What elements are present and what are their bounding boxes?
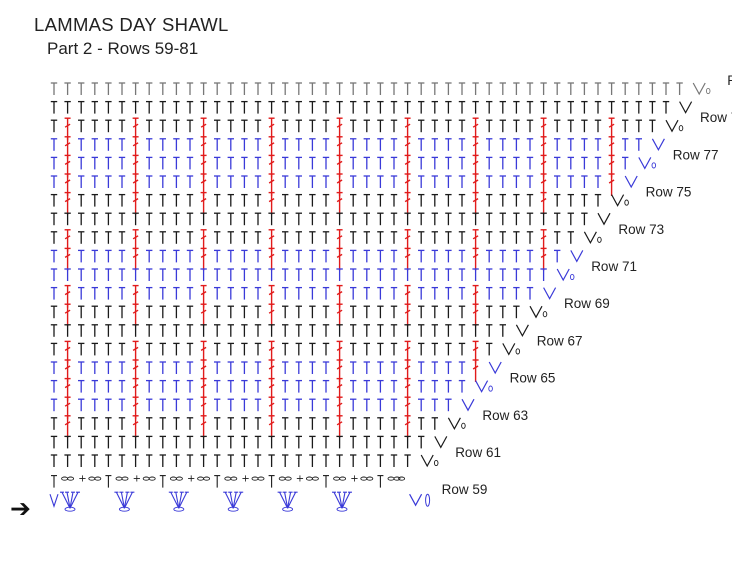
svg-text:+: + <box>78 474 86 485</box>
row-label: Row 59 <box>442 482 488 497</box>
stitch-row <box>50 154 657 178</box>
row-label: Row 77 <box>673 147 719 162</box>
row-label: Row 61 <box>455 445 501 460</box>
row-label: Row 69 <box>564 296 610 311</box>
row-label: Row 73 <box>618 222 664 237</box>
stitch-row <box>50 324 529 338</box>
stitch-row <box>50 284 557 308</box>
stitch-row <box>49 491 431 512</box>
stitch-row <box>50 173 638 196</box>
stitch-row <box>50 435 448 449</box>
stitch-row <box>50 136 665 159</box>
stitch-row <box>50 82 711 96</box>
chart-title: LAMMAS DAY SHAWL <box>34 14 229 35</box>
row-label: Row 63 <box>482 408 528 423</box>
svg-text:+: + <box>187 474 195 485</box>
row-label: Row 75 <box>646 185 692 200</box>
stitch-row <box>50 117 684 141</box>
svg-text:+: + <box>350 474 358 485</box>
row-label: Row 67 <box>537 333 583 348</box>
stitch-row <box>50 229 602 252</box>
stitch-row <box>50 247 584 271</box>
stitch-row <box>50 359 502 382</box>
stitch-row <box>50 191 629 215</box>
row-label: Row 79 <box>700 110 732 125</box>
row-label: Row 81 <box>727 73 732 88</box>
chart-subtitle: Part 2 - Rows 59-81 <box>47 39 199 58</box>
stitch-row <box>50 303 548 327</box>
svg-text:+: + <box>241 474 249 485</box>
svg-text:+: + <box>133 474 141 485</box>
row-label: Row 65 <box>510 371 556 386</box>
right-arrow-icon: ➔ <box>10 494 31 523</box>
svg-text:+: + <box>296 474 304 485</box>
row-label: Row 71 <box>591 259 637 274</box>
stitch-row <box>50 100 693 114</box>
stitch-row <box>50 268 575 282</box>
stitch-row <box>50 340 521 364</box>
stitch-row <box>50 454 439 468</box>
stitch-row <box>50 415 466 438</box>
stitch-row <box>50 377 493 401</box>
stitch-row: + + + + + + <box>51 474 406 488</box>
stitch-row <box>50 212 611 226</box>
